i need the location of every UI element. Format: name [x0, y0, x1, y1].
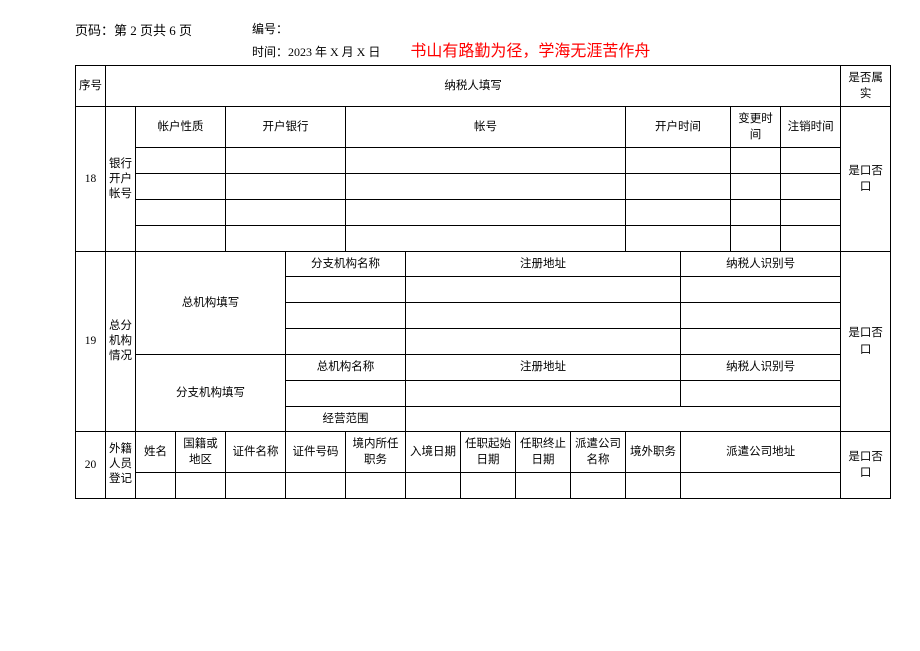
cell	[286, 277, 406, 303]
cell	[226, 226, 346, 252]
col-seq: 序号	[76, 66, 106, 107]
row19-hq-group: 总机构填写	[136, 252, 286, 355]
cell	[176, 472, 226, 498]
cell	[781, 226, 841, 252]
cell	[626, 472, 681, 498]
cell	[626, 226, 731, 252]
row18-change-time: 变更时间	[731, 107, 781, 148]
row20-name: 姓名	[136, 431, 176, 472]
cell	[626, 174, 731, 200]
cell	[516, 472, 571, 498]
col-verify: 是否属实	[841, 66, 891, 107]
cell	[226, 472, 286, 498]
cell	[681, 277, 841, 303]
cell	[406, 303, 681, 329]
cell	[781, 200, 841, 226]
cell	[731, 174, 781, 200]
cell	[406, 329, 681, 355]
row19-seq: 19	[76, 252, 106, 431]
cell	[406, 380, 681, 406]
row19-branch-name: 分支机构名称	[286, 252, 406, 277]
cell	[346, 174, 626, 200]
cell	[461, 472, 516, 498]
cell	[136, 200, 226, 226]
cell	[346, 200, 626, 226]
row20-verify: 是口否口	[841, 431, 891, 498]
row20-entry-date: 入境日期	[406, 431, 461, 472]
cell	[346, 148, 626, 174]
row20-position-cn: 境内所任职务	[346, 431, 406, 472]
cell	[681, 329, 841, 355]
row19-tax-id2: 纳税人识别号	[681, 355, 841, 380]
row18-title: 银行开户帐号	[106, 107, 136, 252]
cell	[571, 472, 626, 498]
row20-cert-name: 证件名称	[226, 431, 286, 472]
row20-cert-no: 证件号码	[286, 431, 346, 472]
row20-nationality: 国籍或地区	[176, 431, 226, 472]
cell	[286, 380, 406, 406]
row20-dispatch-addr: 派遣公司地址	[681, 431, 841, 472]
time-label: 时间：2023 年 X 月 X 日	[252, 43, 380, 60]
row20-end-date: 任职终止日期	[516, 431, 571, 472]
cell	[286, 303, 406, 329]
row18-bank: 开户银行	[226, 107, 346, 148]
cell	[346, 226, 626, 252]
cell	[286, 329, 406, 355]
col-taxpayer: 纳税人填写	[106, 66, 841, 107]
cell	[286, 472, 346, 498]
row20-position-abroad: 境外职务	[626, 431, 681, 472]
row19-tax-id: 纳税人识别号	[681, 252, 841, 277]
row19-reg-addr2: 注册地址	[406, 355, 681, 380]
cell	[226, 174, 346, 200]
row20-dispatch-co: 派遣公司名称	[571, 431, 626, 472]
cell	[136, 472, 176, 498]
row19-hq-name: 总机构名称	[286, 355, 406, 380]
row18-open-time: 开户时间	[626, 107, 731, 148]
header-meta: 编号： 时间：2023 年 X 月 X 日 书山有路勤为径，学海无涯苦作舟	[252, 20, 650, 61]
row19-biz-scope: 经营范围	[286, 406, 406, 431]
cell	[681, 380, 841, 406]
cell	[731, 226, 781, 252]
cell	[681, 303, 841, 329]
cell	[731, 148, 781, 174]
row18-acct-no: 帐号	[346, 107, 626, 148]
page-code: 页码：第 2 页共 6 页	[75, 20, 192, 61]
row18-cancel-time: 注销时间	[781, 107, 841, 148]
cell	[406, 406, 841, 431]
row20-start-date: 任职起始日期	[461, 431, 516, 472]
cell	[781, 174, 841, 200]
cell	[226, 148, 346, 174]
row19-title: 总分机构情况	[106, 252, 136, 431]
cell	[731, 200, 781, 226]
main-table: 序号 纳税人填写 是否属实 18 银行开户帐号 帐户性质 开户银行 帐号 开户时…	[75, 65, 891, 499]
cell	[136, 148, 226, 174]
cell	[136, 226, 226, 252]
cell	[346, 472, 406, 498]
row19-reg-addr: 注册地址	[406, 252, 681, 277]
row20-title: 外籍人员登记	[106, 431, 136, 498]
cell	[626, 148, 731, 174]
cell	[406, 472, 461, 498]
cell	[136, 174, 226, 200]
cell	[681, 472, 841, 498]
cell	[626, 200, 731, 226]
serial-label: 编号：	[252, 20, 650, 37]
row19-branch-group: 分支机构填写	[136, 355, 286, 431]
cell	[406, 277, 681, 303]
row18-acct-nature: 帐户性质	[136, 107, 226, 148]
row20-seq: 20	[76, 431, 106, 498]
row19-verify: 是口否口	[841, 252, 891, 431]
row18-verify: 是口否口	[841, 107, 891, 252]
cell	[226, 200, 346, 226]
cell	[781, 148, 841, 174]
motto: 书山有路勤为径，学海无涯苦作舟	[410, 37, 650, 61]
row18-seq: 18	[76, 107, 106, 252]
